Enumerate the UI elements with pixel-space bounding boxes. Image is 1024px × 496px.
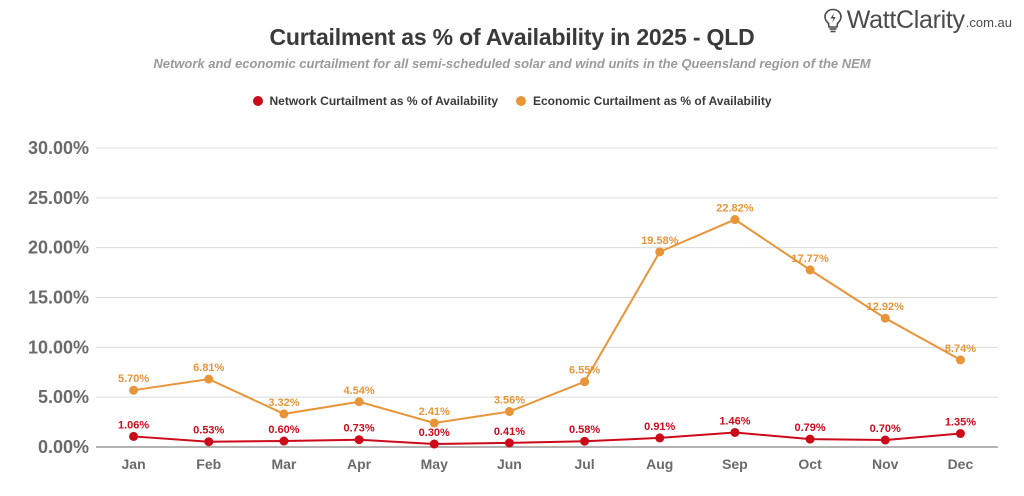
data-label-network: 0.91% (644, 421, 675, 433)
data-point-network (655, 433, 665, 443)
y-axis: 0.00% 5.00% 10.00% 15.00% 20.00% 25.00% 30.00% (28, 138, 89, 457)
x-tick-label: Feb (196, 456, 221, 472)
data-label-economic: 6.81% (193, 362, 224, 374)
y-tick-label: 0.00% (38, 437, 89, 457)
data-label-network: 0.30% (419, 427, 450, 439)
data-point-network (354, 435, 364, 445)
data-label-network: 0.73% (343, 423, 374, 435)
data-point-economic (429, 418, 439, 428)
data-label-economic: 19.58% (641, 235, 679, 247)
legend-marker-economic (516, 96, 526, 106)
data-point-network (580, 436, 590, 446)
legend-marker-network (252, 96, 263, 106)
data-point-network (429, 439, 439, 449)
data-point-network (504, 438, 514, 448)
series-line-economic (133, 218, 961, 425)
data-label-economic: 3.56% (494, 395, 525, 407)
data-point-network (955, 429, 965, 439)
data-label-network: 0.79% (794, 422, 825, 434)
x-tick-label: Jan (122, 456, 146, 472)
data-label-economic: 8.74% (945, 343, 976, 355)
data-point-network (880, 435, 890, 445)
data-label-economic: 12.92% (867, 301, 905, 313)
data-point-economic (805, 265, 815, 275)
data-label-network: 1.46% (719, 415, 750, 427)
gridlines (96, 147, 998, 448)
data-point-network (730, 427, 740, 437)
series-network: 1.06% 0.53% 0.60% 0.73% 0.30% 0.41% 0.58% 0.91%… (118, 415, 976, 449)
x-tick-label: Oct (798, 456, 822, 472)
x-tick-label: Nov (872, 456, 899, 472)
data-label-economic: 22.82% (716, 203, 754, 215)
data-label-network: 0.70% (870, 423, 901, 435)
logo-brand: WattClarity (846, 6, 965, 34)
data-label-network: 1.06% (118, 419, 149, 431)
data-label-network: 0.41% (494, 426, 525, 438)
data-point-economic (129, 385, 139, 395)
chart-title: Curtailment as % of Availability in 2025… (269, 24, 755, 50)
data-point-economic (580, 377, 590, 387)
x-tick-label: Apr (347, 456, 372, 472)
y-tick-label: 30.00% (28, 138, 89, 158)
x-axis: Jan Feb Mar Apr May Jun Jul Aug Sep Oct Nov Dec (122, 456, 974, 472)
data-label-network: 0.53% (193, 425, 224, 437)
data-point-economic (279, 409, 289, 419)
x-tick-label: Jul (574, 456, 594, 472)
x-tick-label: Mar (271, 456, 296, 472)
data-label-network: 1.35% (945, 417, 976, 429)
x-tick-label: May (421, 456, 448, 472)
x-tick-label: Dec (948, 456, 974, 472)
series-line-network (133, 431, 961, 446)
data-point-network (805, 434, 815, 444)
chart-subtitle: Network and economic curtailment for all… (153, 56, 871, 71)
x-tick-label: Sep (722, 456, 748, 472)
data-point-economic (955, 355, 965, 365)
series-group: 5.70% 6.81% 3.32% 4.54% 2.41% 3.56% 6.55% 19.58… (118, 203, 976, 449)
y-tick-label: 10.00% (28, 337, 89, 357)
wattclarity-logo: WattClarity .com.au (823, 6, 1012, 34)
data-label-economic: 5.70% (118, 373, 149, 385)
legend-label-network: Network Curtailment as % of Availability (269, 94, 499, 108)
logo-suffix: .com.au (965, 15, 1012, 30)
legend-item-network[interactable]: Network Curtailment as % of Availability (252, 94, 499, 108)
y-tick-label: 25.00% (28, 188, 89, 208)
x-tick-label: Aug (646, 456, 673, 472)
data-point-economic (204, 374, 214, 384)
y-tick-label: 15.00% (28, 288, 89, 308)
data-label-network: 0.60% (268, 424, 299, 436)
data-point-economic (504, 407, 514, 417)
data-label-economic: 3.32% (268, 397, 299, 409)
data-point-economic (880, 313, 890, 323)
data-label-economic: 4.54% (343, 385, 374, 397)
data-label-economic: 2.41% (419, 406, 450, 418)
data-point-economic (354, 397, 364, 407)
chart-legend: Network Curtailment as % of Availability… (0, 94, 1024, 108)
series-economic: 5.70% 6.81% 3.32% 4.54% 2.41% 3.56% 6.55% 19.58… (118, 203, 976, 428)
data-point-economic (655, 247, 665, 257)
data-label-economic: 17.77% (791, 253, 829, 265)
lightbulb-bolt-icon (823, 8, 842, 33)
data-point-network (204, 437, 214, 447)
data-point-network (279, 436, 289, 446)
y-tick-label: 5.00% (38, 387, 89, 407)
legend-label-economic: Economic Curtailment as % of Availabilit… (533, 94, 772, 108)
x-tick-label: Jun (497, 456, 522, 472)
data-label-network: 0.58% (569, 424, 600, 436)
y-tick-label: 20.00% (28, 238, 89, 258)
legend-item-economic[interactable]: Economic Curtailment as % of Availabilit… (516, 94, 772, 108)
data-point-network (129, 431, 139, 441)
data-point-economic (730, 215, 740, 225)
data-label-economic: 6.55% (569, 365, 600, 377)
